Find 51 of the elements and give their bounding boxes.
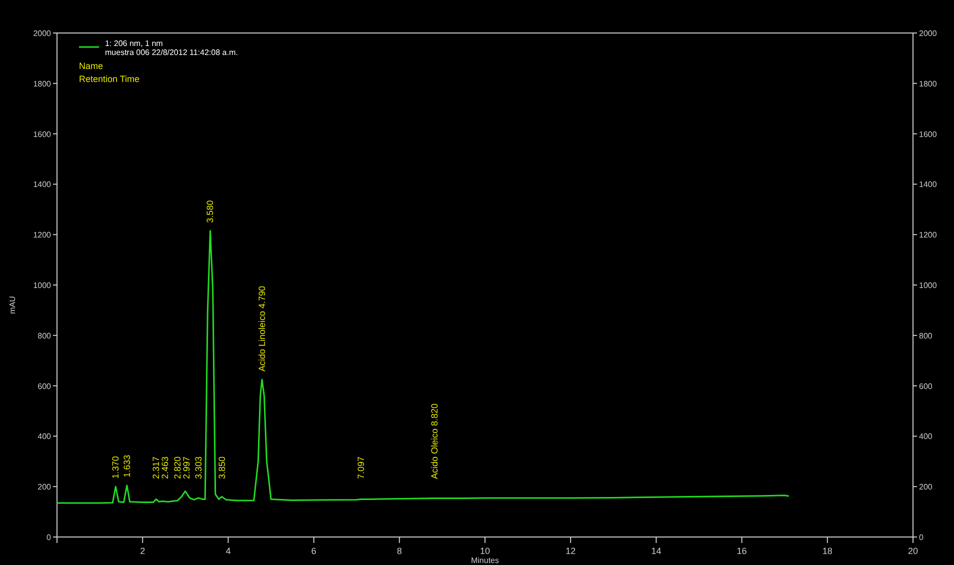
annotation: 2.997 <box>182 456 192 480</box>
x-tick-label: 16 <box>736 546 747 556</box>
y-tick-label: 800 <box>38 331 52 340</box>
annotation: Acido Linoleico 4.790 <box>257 286 268 372</box>
x-tick-label: 18 <box>822 546 832 556</box>
annotation: 3.580 <box>205 200 216 223</box>
annotation: 2.820 <box>172 456 183 480</box>
line-series <box>56 230 790 504</box>
y-tick-label: 400 <box>38 432 52 442</box>
y-tick-label: 1800 <box>33 79 52 88</box>
annotation: Name <box>79 61 104 71</box>
y2-tick-label: 1800 <box>919 79 938 88</box>
y-tick-label: 1600 <box>33 130 52 139</box>
y2-tick-label: 200 <box>919 482 933 492</box>
x-tick-label: 4 <box>226 546 231 556</box>
annotation: Acido Oleico 8.820 <box>429 403 440 480</box>
annotation: 1.633 <box>122 454 132 478</box>
y-tick-label: 2000 <box>33 29 52 38</box>
annotation: 3.303 <box>193 456 204 480</box>
y2-tick-label: 1400 <box>919 180 938 190</box>
x-tick-label: 2 <box>140 546 146 556</box>
y-tick-label: 1400 <box>33 180 52 190</box>
y-tick-label: 1200 <box>33 230 52 240</box>
y2-tick-label: 2000 <box>919 29 938 38</box>
annotation: 2.317 <box>151 456 162 480</box>
annotation: muestra 006 22/8/2012 11:42:08 a.m. <box>105 48 238 57</box>
y-tick-label: 200 <box>38 482 52 492</box>
x-tick-label: 10 <box>480 546 490 556</box>
x-tick-label: 12 <box>566 546 576 556</box>
y2-tick-label: 1600 <box>919 130 938 139</box>
y-tick-label: 1000 <box>33 281 52 290</box>
x-tick-label: 8 <box>396 546 402 556</box>
y2-tick-label: 600 <box>919 382 933 391</box>
x-tick-label: 6 <box>311 546 316 556</box>
annotation: 1.370 <box>110 456 121 479</box>
y-tick-label: 600 <box>38 382 52 391</box>
y2-tick-label: 400 <box>919 432 933 442</box>
y2-tick-label: 1000 <box>919 281 938 290</box>
y2-tick-label: 1200 <box>919 230 938 240</box>
y-tick-label: 0 <box>46 533 52 542</box>
annotation: Retention Time <box>79 74 140 84</box>
y2-tick-label: 800 <box>919 331 933 340</box>
annotation: 3.850 <box>216 456 227 480</box>
x-axis-title: Minutes <box>470 556 500 565</box>
x-tick-label: 14 <box>651 546 662 556</box>
x-tick-label: 20 <box>908 546 918 556</box>
annotation: 7.097 <box>356 456 366 480</box>
annotation: 2.463 <box>160 456 170 480</box>
y-axis-title: mAU <box>8 296 17 314</box>
legend-label: 1: 206 nm, 1 nm <box>105 39 164 48</box>
y2-tick-label: 0 <box>919 533 924 542</box>
